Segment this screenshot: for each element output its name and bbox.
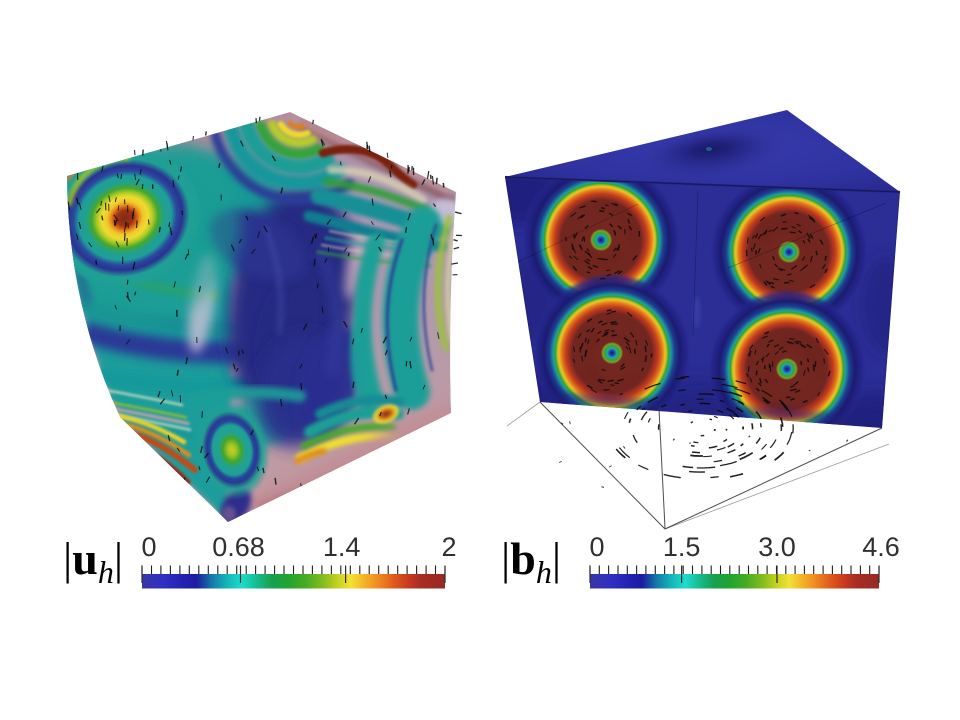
svg-text:0.68: 0.68: [212, 532, 265, 562]
svg-text:|uh|: |uh|: [63, 533, 123, 590]
svg-text:0: 0: [589, 532, 604, 562]
svg-text:0: 0: [141, 532, 156, 562]
svg-text:3.0: 3.0: [758, 532, 796, 562]
svg-text:|bh|: |bh|: [501, 533, 561, 590]
svg-text:1.5: 1.5: [663, 532, 701, 562]
svg-text:1.4: 1.4: [323, 532, 361, 562]
svg-text:2: 2: [441, 532, 456, 562]
svg-text:4.6: 4.6: [862, 532, 900, 562]
